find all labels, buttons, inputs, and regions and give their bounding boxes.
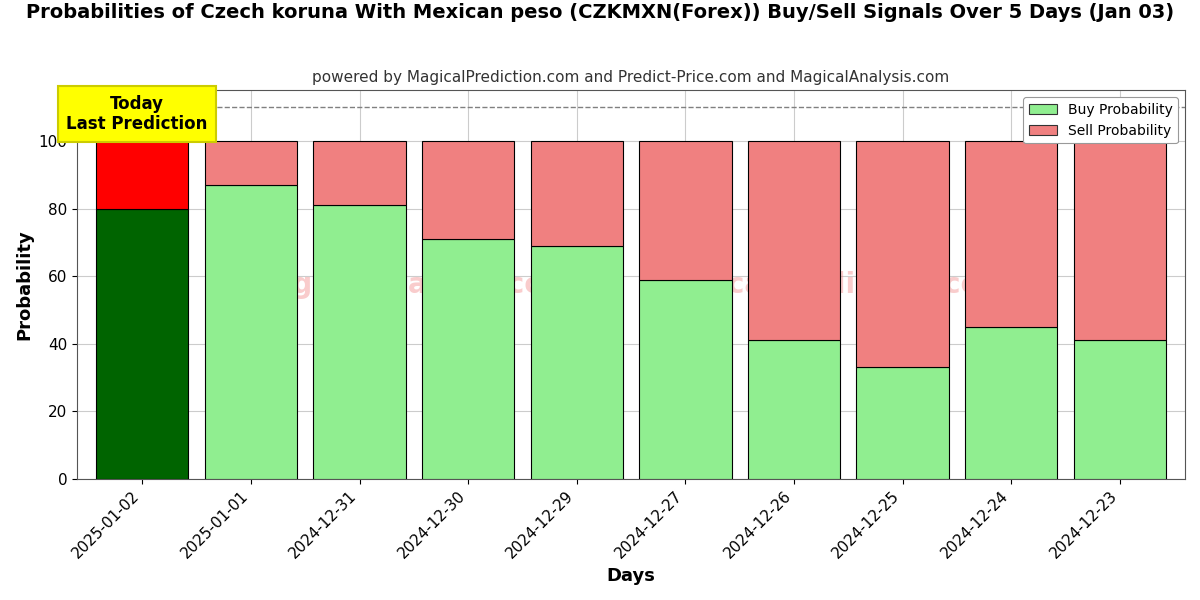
Bar [530,246,623,479]
Bar [96,141,188,209]
Bar [857,367,949,479]
Bar [640,141,732,280]
Bar [857,141,949,367]
Title: powered by MagicalPrediction.com and Predict-Price.com and MagicalAnalysis.com: powered by MagicalPrediction.com and Pre… [312,70,949,85]
Bar [422,239,515,479]
Bar [205,185,298,479]
Bar [313,205,406,479]
Bar [96,209,188,479]
Legend: Buy Probability, Sell Probability: Buy Probability, Sell Probability [1024,97,1178,143]
Text: MagicalPrediction.com: MagicalPrediction.com [653,271,1009,299]
Bar [1074,340,1166,479]
Text: MagicalAnalysis.com: MagicalAnalysis.com [246,271,572,299]
Bar [965,141,1057,327]
Bar [965,327,1057,479]
Bar [748,340,840,479]
X-axis label: Days: Days [607,567,655,585]
Text: Today
Last Prediction: Today Last Prediction [66,95,208,133]
Y-axis label: Probability: Probability [14,229,32,340]
Bar [1074,141,1166,340]
Text: Probabilities of Czech koruna With Mexican peso (CZKMXN(Forex)) Buy/Sell Signals: Probabilities of Czech koruna With Mexic… [26,3,1174,22]
Bar [313,141,406,205]
Bar [530,141,623,246]
Bar [640,280,732,479]
Bar [748,141,840,340]
Bar [422,141,515,239]
Bar [205,141,298,185]
